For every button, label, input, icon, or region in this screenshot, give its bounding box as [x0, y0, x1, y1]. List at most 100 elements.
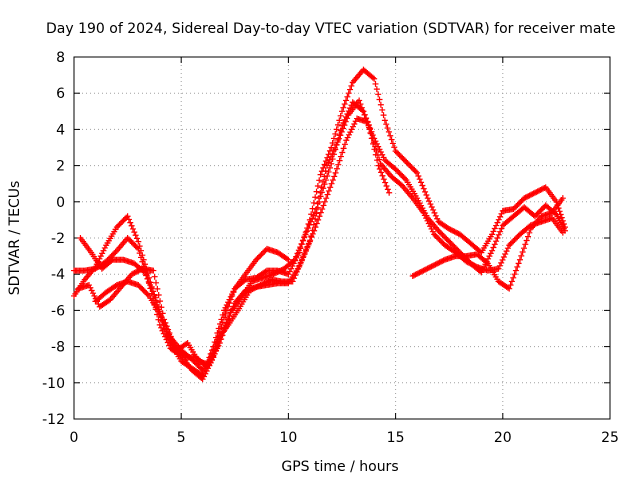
data-point-marker — [317, 171, 324, 178]
data-point-marker — [414, 169, 421, 176]
data-point-marker — [451, 228, 458, 235]
y-tick-label: -10 — [42, 376, 65, 392]
data-point-marker — [309, 230, 316, 237]
data-point-marker — [284, 255, 291, 262]
data-point-marker — [303, 228, 310, 235]
data-point-marker — [556, 208, 563, 215]
data-point-marker — [436, 229, 443, 236]
data-point-marker — [190, 357, 197, 364]
data-point-marker — [333, 142, 340, 149]
data-point-marker — [508, 278, 515, 285]
data-point-marker — [420, 267, 427, 274]
data-point-marker — [510, 274, 517, 281]
data-point-marker — [315, 216, 322, 223]
data-point-marker — [411, 272, 418, 279]
data-point-marker — [183, 340, 190, 347]
data-point-marker — [87, 284, 94, 291]
data-point-marker — [521, 195, 528, 202]
data-point-marker — [380, 112, 387, 119]
data-point-marker — [330, 147, 337, 154]
data-point-marker — [364, 119, 371, 126]
series-track-2 — [71, 99, 568, 383]
series-track-1 — [71, 66, 568, 379]
data-point-marker — [130, 270, 137, 277]
data-point-marker — [226, 300, 233, 307]
data-point-marker — [502, 251, 509, 258]
data-point-marker — [258, 251, 265, 258]
data-point-marker — [518, 197, 525, 204]
data-point-marker — [423, 192, 430, 199]
series-track-5 — [92, 195, 566, 374]
data-point-marker — [308, 234, 315, 241]
data-point-marker — [304, 243, 311, 250]
data-point-marker — [135, 238, 142, 245]
data-point-marker — [320, 202, 327, 209]
data-point-marker — [428, 204, 435, 211]
data-point-marker — [425, 220, 432, 227]
data-point-marker — [323, 162, 330, 169]
data-point-marker — [344, 93, 351, 100]
data-point-marker — [335, 161, 342, 168]
data-point-marker — [312, 194, 319, 201]
data-point-marker — [523, 237, 530, 244]
data-point-marker — [229, 292, 236, 299]
data-point-marker — [535, 187, 542, 194]
data-point-marker — [495, 231, 502, 238]
data-point-marker — [375, 162, 382, 169]
data-point-marker — [410, 165, 417, 172]
data-point-marker — [431, 231, 438, 238]
data-point-marker — [515, 200, 522, 207]
y-tick-label: -4 — [51, 267, 65, 283]
data-point-marker — [99, 250, 106, 257]
data-point-marker — [315, 195, 322, 202]
data-point-marker — [347, 86, 354, 93]
data-point-marker — [420, 209, 427, 216]
data-point-marker — [324, 191, 331, 198]
data-point-marker — [298, 240, 305, 247]
x-axis-label: GPS time / hours — [281, 459, 398, 475]
data-point-marker — [306, 221, 313, 228]
data-point-marker — [329, 177, 336, 184]
data-point-marker — [512, 267, 519, 274]
data-point-marker — [147, 282, 154, 289]
data-point-marker — [305, 240, 312, 247]
data-point-marker — [285, 256, 292, 263]
data-point-marker — [166, 331, 173, 338]
data-point-marker — [412, 271, 419, 278]
data-point-marker — [356, 97, 363, 104]
data-point-marker — [128, 239, 135, 246]
data-point-marker — [341, 141, 348, 148]
data-point-marker — [360, 108, 367, 115]
data-point-marker — [328, 160, 335, 167]
data-point-marker — [531, 213, 538, 220]
data-point-marker — [156, 311, 163, 318]
data-point-marker — [275, 268, 282, 275]
data-point-marker — [510, 206, 517, 213]
data-point-marker — [199, 376, 206, 383]
data-point-marker — [253, 284, 260, 291]
data-point-marker — [202, 370, 209, 377]
data-point-marker — [526, 229, 533, 236]
data-point-marker — [503, 248, 510, 255]
data-point-marker — [432, 261, 439, 268]
data-point-marker — [302, 231, 309, 238]
data-point-marker — [144, 291, 151, 298]
data-point-marker — [497, 228, 504, 235]
data-point-marker — [258, 281, 265, 288]
data-point-marker — [225, 303, 232, 310]
data-point-marker — [133, 235, 140, 242]
data-point-marker — [383, 121, 390, 128]
data-point-marker — [373, 86, 380, 93]
data-point-marker — [321, 173, 328, 180]
data-point-marker — [496, 262, 503, 269]
data-point-marker — [511, 204, 518, 211]
data-point-marker — [131, 229, 138, 236]
data-point-marker — [294, 250, 301, 257]
data-point-marker — [504, 245, 511, 252]
data-point-marker — [256, 282, 263, 289]
data-point-marker — [437, 258, 444, 265]
data-point-marker — [508, 239, 515, 246]
data-point-marker — [336, 157, 343, 164]
y-axis-label: SDTVAR / TECUs — [7, 181, 23, 296]
